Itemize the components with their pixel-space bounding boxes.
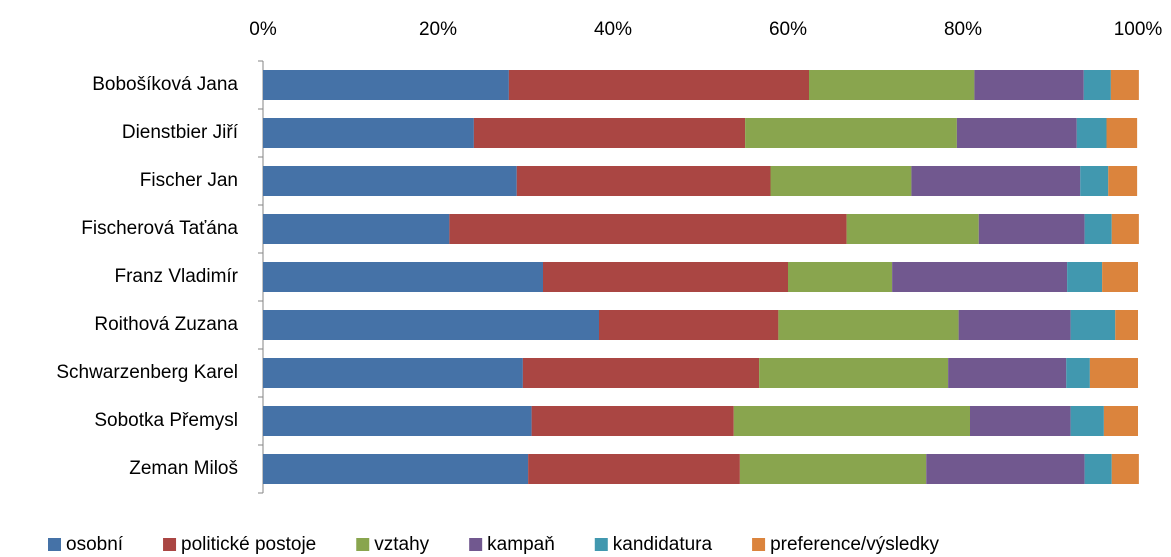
bar-segment bbox=[1083, 70, 1111, 100]
x-tick-label: 0% bbox=[249, 19, 277, 40]
bar-segment bbox=[1066, 358, 1090, 388]
bar-segment bbox=[508, 70, 809, 100]
y-tick-label: Franz Vladimír bbox=[114, 266, 238, 287]
bar-segment bbox=[263, 358, 523, 388]
bar-segment bbox=[1076, 118, 1107, 148]
bar-segment bbox=[1070, 310, 1116, 340]
bar-segment bbox=[263, 70, 509, 100]
bar-segment bbox=[263, 406, 532, 436]
bar-segment bbox=[733, 406, 970, 436]
bar-segment bbox=[473, 118, 746, 148]
bar-segment bbox=[543, 262, 788, 292]
bar-segment bbox=[516, 166, 771, 196]
bar-segment bbox=[522, 358, 760, 388]
bar-segment bbox=[846, 214, 979, 244]
bar-segment bbox=[1070, 406, 1104, 436]
bar-segment bbox=[974, 70, 1084, 100]
bar-segment bbox=[263, 310, 599, 340]
bar-segment bbox=[1080, 166, 1109, 196]
y-tick-label: Roithová Zuzana bbox=[94, 314, 238, 335]
legend-swatch bbox=[163, 538, 177, 551]
legend-label: vztahy bbox=[374, 534, 429, 555]
bar-segment bbox=[1110, 70, 1139, 100]
bar-segment bbox=[1111, 214, 1139, 244]
bar-segment bbox=[759, 358, 949, 388]
x-tick-label: 100% bbox=[1114, 19, 1163, 40]
bar-segment bbox=[528, 454, 740, 484]
legend-label: politické postoje bbox=[181, 534, 316, 555]
bar-segment bbox=[892, 262, 1068, 292]
legend-label: preference/výsledky bbox=[770, 534, 939, 555]
bar-segment bbox=[1067, 262, 1103, 292]
bar-segment bbox=[911, 166, 1081, 196]
bar-segment bbox=[745, 118, 957, 148]
y-tick-label: Dienstbier Jiří bbox=[122, 122, 239, 143]
legend-swatch bbox=[356, 538, 370, 551]
legend-label: kandidatura bbox=[613, 534, 713, 555]
legend-label: kampaň bbox=[487, 534, 555, 555]
bar-segment bbox=[1108, 166, 1138, 196]
bar-segment bbox=[263, 262, 543, 292]
bar-segment bbox=[788, 262, 893, 292]
y-tick-label: Zeman Miloš bbox=[129, 458, 238, 479]
bar-segment bbox=[1102, 262, 1138, 292]
bar-segment bbox=[809, 70, 975, 100]
bar-segment bbox=[1115, 310, 1138, 340]
bar-segment bbox=[1084, 454, 1112, 484]
y-tick-label: Fischer Jan bbox=[140, 170, 238, 191]
y-tick-label: Schwarzenberg Karel bbox=[56, 362, 238, 383]
bar-segment bbox=[1106, 118, 1138, 148]
bar-segment bbox=[970, 406, 1071, 436]
x-tick-label: 40% bbox=[594, 19, 632, 40]
bar-segment bbox=[978, 214, 1085, 244]
bar-segment bbox=[948, 358, 1067, 388]
legend-swatch bbox=[594, 538, 608, 551]
legend-swatch bbox=[752, 538, 766, 551]
legend-swatch bbox=[469, 538, 483, 551]
bar-segment bbox=[958, 310, 1071, 340]
legend-label: osobní bbox=[66, 534, 124, 555]
bar-segment bbox=[1111, 454, 1139, 484]
bar-segment bbox=[263, 454, 529, 484]
bar-segment bbox=[1103, 406, 1138, 436]
bar-segment bbox=[778, 310, 959, 340]
bar-segment bbox=[770, 166, 912, 196]
y-tick-label: Bobošíková Jana bbox=[92, 74, 238, 95]
bar-segment bbox=[739, 454, 927, 484]
bar-segment bbox=[599, 310, 779, 340]
bar-segment bbox=[263, 214, 450, 244]
bar-segment bbox=[1089, 358, 1138, 388]
bar-segment bbox=[531, 406, 734, 436]
bar-segment bbox=[263, 166, 517, 196]
bar-segment bbox=[956, 118, 1077, 148]
legend-swatch bbox=[48, 538, 61, 551]
y-tick-label: Fischerová Taťána bbox=[81, 218, 238, 239]
bar-segment bbox=[1084, 214, 1112, 244]
bar-segment bbox=[449, 214, 847, 244]
y-tick-label: Sobotka Přemysl bbox=[94, 410, 238, 431]
x-tick-label: 20% bbox=[419, 19, 457, 40]
x-tick-label: 60% bbox=[769, 19, 807, 40]
bar-segment bbox=[263, 118, 474, 148]
x-tick-label: 80% bbox=[944, 19, 982, 40]
bar-segment bbox=[926, 454, 1085, 484]
